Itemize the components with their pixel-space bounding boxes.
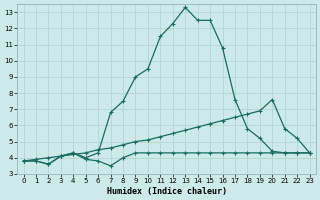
X-axis label: Humidex (Indice chaleur): Humidex (Indice chaleur): [107, 187, 227, 196]
